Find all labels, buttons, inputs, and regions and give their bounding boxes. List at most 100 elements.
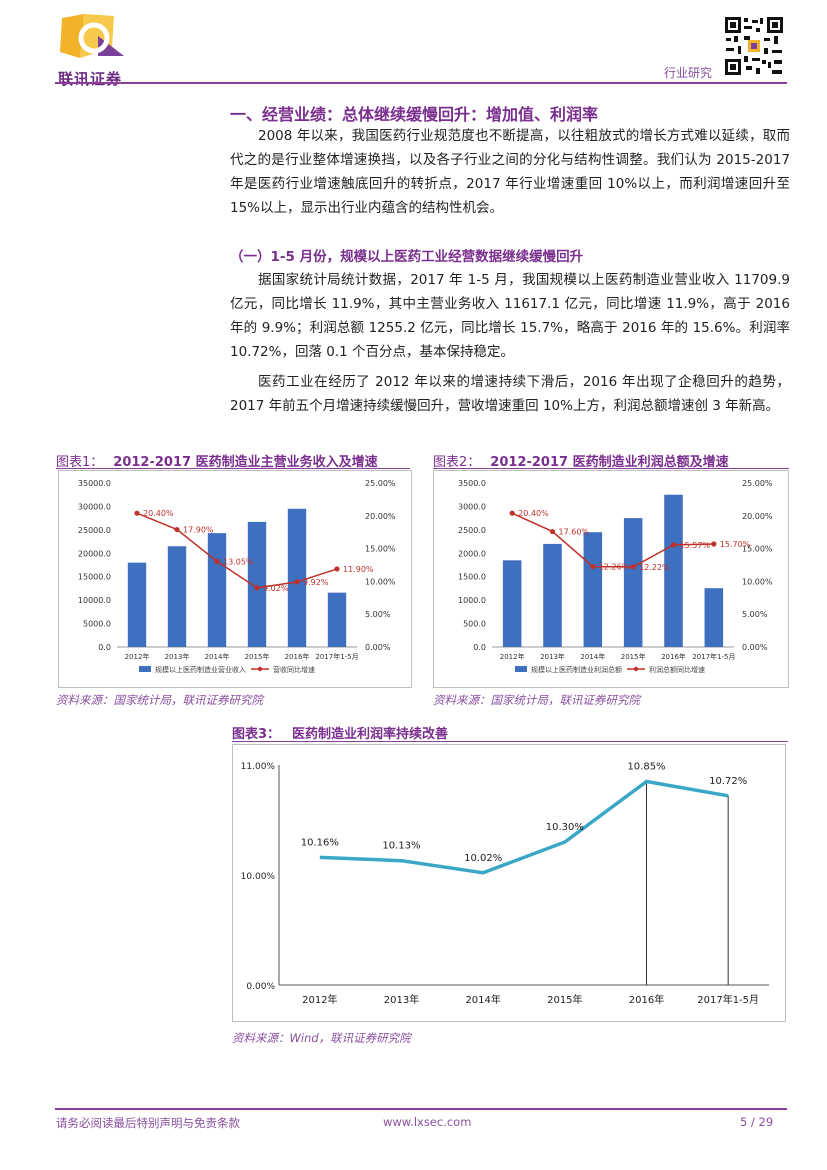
line-point bbox=[334, 566, 340, 572]
figure1-title-row: 图表1： 2012-2017 医药制造业主营业务收入及增速 bbox=[56, 451, 378, 470]
y-left-tick-label: 0.0 bbox=[473, 643, 486, 652]
figure1-chart-svg: 35000.0 30000.0 25000.0 20000.0 15000.0 10000… bbox=[78, 479, 396, 674]
data-label: 17.90% bbox=[183, 526, 214, 535]
legend-line-marker bbox=[257, 666, 263, 672]
data-label: 11.90% bbox=[343, 565, 374, 574]
header-logo: 联讯证券 bbox=[58, 12, 138, 88]
x-tick-label: 2013年 bbox=[165, 652, 190, 661]
qr-code bbox=[724, 16, 784, 76]
x-tick-label: 2013年 bbox=[540, 652, 565, 661]
x-tick-label: 2017年1-5月 bbox=[692, 652, 735, 661]
bar bbox=[623, 518, 643, 647]
x-tick-label: 2015年 bbox=[621, 652, 646, 661]
data-label: 10.02% bbox=[464, 853, 502, 864]
data-label: 10.72% bbox=[709, 776, 747, 787]
bar bbox=[167, 546, 187, 647]
y-right-tick-label: 25.00% bbox=[365, 479, 396, 488]
header-section-label: 行业研究 bbox=[664, 66, 713, 80]
data-label: 10.16% bbox=[301, 837, 339, 848]
x-tick-label: 2017年1-5月 bbox=[697, 993, 759, 1006]
section2-paragraph-2: 医药工业在经历了 2012 年以来的增速持续下滑后，2016 年出现了企稳回升的… bbox=[230, 374, 790, 414]
data-label: 20.40% bbox=[518, 509, 549, 518]
footer-divider bbox=[55, 1108, 787, 1110]
footer-website[interactable]: www.lxsec.com bbox=[383, 1115, 472, 1129]
x-tick-label: 2014年 bbox=[205, 652, 230, 661]
figure2-label: 图表2： bbox=[433, 455, 481, 470]
figure1-chart: 35000.0 30000.0 25000.0 20000.0 15000.0 10000… bbox=[58, 470, 412, 688]
brand-name: 联讯证券 bbox=[58, 70, 123, 88]
data-label: 9.02% bbox=[263, 584, 289, 593]
data-label: 20.40% bbox=[143, 509, 174, 518]
legend-line-label: 利润总额同比增速 bbox=[649, 665, 705, 674]
bar bbox=[543, 543, 562, 647]
x-tick-label: 2013年 bbox=[384, 993, 419, 1006]
data-label: 15.70% bbox=[720, 540, 751, 549]
y-left-tick-label: 3000.0 bbox=[458, 502, 486, 511]
y-left-tick-label: 2500.0 bbox=[458, 526, 486, 535]
line-point bbox=[509, 510, 515, 516]
y-left-tick-label: 10000.0 bbox=[78, 596, 111, 605]
data-label: 17.60% bbox=[559, 528, 590, 537]
section2-heading: （一）1-5 月份，规模以上医药工业经营数据继续缓慢回升 bbox=[230, 249, 584, 265]
line-point bbox=[134, 510, 140, 516]
figure3-chart-svg: 11.00% 10.00% 0.00% 10.16% 2012年 10.13% 2013年 1… bbox=[241, 762, 769, 1006]
y-right-tick-label: 15.00% bbox=[365, 545, 396, 554]
y-right-tick-label: 20.00% bbox=[742, 512, 773, 521]
bar bbox=[287, 508, 307, 647]
y-tick-label: 10.00% bbox=[241, 872, 276, 882]
section1-heading: 一、经营业绩：总体继续缓慢回升：增加值、利润率 bbox=[230, 105, 599, 124]
figure1-label: 图表1： bbox=[56, 455, 104, 470]
line-point bbox=[630, 564, 636, 570]
y-right-tick-label: 15.00% bbox=[742, 545, 773, 554]
y-right-tick-label: 10.00% bbox=[742, 577, 773, 586]
x-tick-label: 2015年 bbox=[245, 652, 270, 661]
section1-paragraph: 2008 年以来，我国医药行业规范度也不断提高，以往粗放式的增长方式难以延续，取… bbox=[230, 128, 790, 216]
y-tick-label: 0.00% bbox=[246, 982, 275, 992]
line-point bbox=[174, 526, 180, 533]
header-divider bbox=[55, 82, 787, 84]
y-left-tick-label: 500.0 bbox=[463, 620, 486, 629]
x-tick-label: 2012年 bbox=[302, 993, 337, 1006]
footer-page-number: 5 / 29 bbox=[740, 1115, 774, 1129]
legend-bar-swatch bbox=[515, 666, 527, 672]
line-point bbox=[214, 558, 220, 564]
figure1-title-underline bbox=[56, 468, 410, 469]
line-point bbox=[670, 542, 677, 548]
bar bbox=[664, 494, 683, 647]
bar bbox=[583, 532, 603, 647]
bar bbox=[127, 562, 147, 647]
profit-margin-line bbox=[319, 779, 729, 875]
figure2-title: 2012-2017 医药制造业利润总额及增速 bbox=[490, 455, 729, 470]
legend-line-marker bbox=[633, 666, 639, 672]
data-label: 10.13% bbox=[382, 841, 420, 852]
logo-icon bbox=[60, 14, 124, 58]
bar bbox=[704, 588, 724, 647]
x-tick-label: 2015年 bbox=[547, 993, 582, 1006]
footer-disclaimer[interactable]: 请务必阅读最后特别声明与免责条款 bbox=[56, 1116, 240, 1130]
line-point bbox=[590, 563, 596, 570]
y-right-tick-label: 5.00% bbox=[742, 610, 768, 619]
y-left-tick-label: 1000.0 bbox=[458, 596, 486, 605]
bar bbox=[327, 592, 347, 647]
y-left-tick-label: 25000.0 bbox=[78, 526, 111, 535]
figure3-title: 医药制造业利润率持续改善 bbox=[292, 727, 449, 742]
figure3-source: 资料来源：Wind，联讯证券研究院 bbox=[232, 1031, 411, 1045]
y-left-tick-label: 2000.0 bbox=[458, 549, 486, 558]
figure2-chart: 3500.0 3000.0 2500.0 2000.0 1500.0 1000.0 500.… bbox=[433, 470, 789, 688]
data-label: 12.26% bbox=[599, 563, 630, 572]
data-label: 10.85% bbox=[627, 762, 665, 773]
figure2-source: 资料来源：国家统计局，联讯证券研究院 bbox=[433, 693, 640, 707]
bar bbox=[207, 533, 227, 647]
growth-line bbox=[511, 512, 714, 568]
legend-bar-swatch bbox=[139, 666, 151, 672]
x-tick-label: 2014年 bbox=[580, 652, 605, 661]
figure2-title-underline bbox=[433, 468, 789, 469]
data-label: 13.05% bbox=[223, 557, 254, 566]
y-right-tick-label: 0.00% bbox=[365, 643, 391, 652]
x-tick-label: 2016年 bbox=[285, 652, 310, 661]
bar bbox=[247, 521, 267, 647]
y-right-tick-label: 25.00% bbox=[742, 479, 773, 488]
y-left-tick-label: 5000.0 bbox=[83, 620, 111, 629]
figure1-source: 资料来源：国家统计局，联讯证券研究院 bbox=[56, 693, 263, 707]
y-left-tick-label: 3500.0 bbox=[458, 479, 486, 488]
